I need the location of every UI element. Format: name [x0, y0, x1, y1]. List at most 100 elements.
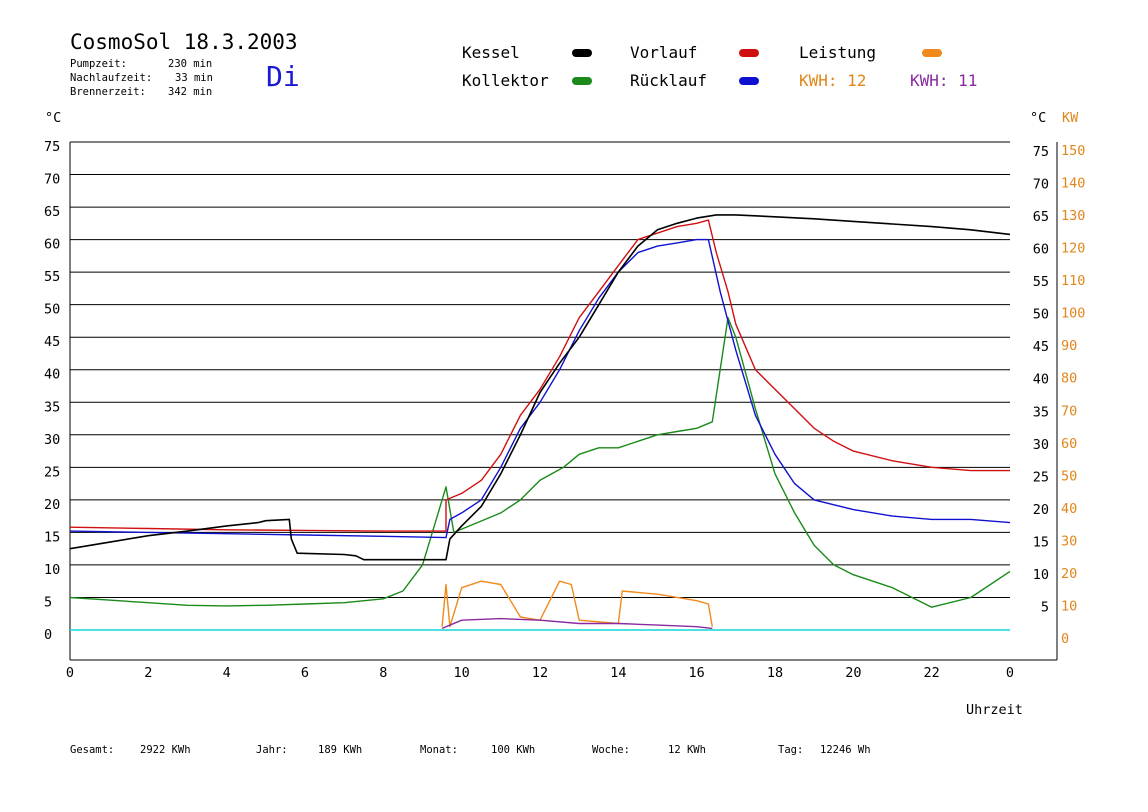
series-line-vorlauf: [69, 219, 1010, 532]
x-tick-label: 22: [924, 665, 940, 681]
kw-tick-label: 90: [1061, 338, 1077, 354]
kw-tick-label: 20: [1061, 566, 1077, 582]
legend-kollektor: Kollektor: [462, 71, 549, 90]
y-tick-label-right: 25: [1033, 469, 1049, 485]
stat-nachlaufzeit-value: 33 min: [175, 72, 213, 84]
y-tick-label-left: 25: [44, 464, 60, 480]
kw-tick-label: 130: [1061, 208, 1085, 224]
stat-nachlaufzeit-label: Nachlaufzeit:: [70, 72, 153, 84]
kw-tick-label: 10: [1061, 598, 1077, 614]
y-tick-label-left: 35: [44, 399, 60, 415]
y-tick-label-right: 20: [1033, 502, 1049, 518]
x-tick-label: 2: [144, 665, 152, 681]
y-tick-label-right: 35: [1033, 404, 1049, 420]
x-tick-label: 12: [532, 665, 548, 681]
y-tick-label-right: 5: [1041, 599, 1049, 615]
footer-tag-value: 12246 Wh: [820, 744, 871, 756]
legend-kessel-swatch: [572, 49, 592, 57]
y-tick-label-left: 5: [44, 594, 52, 610]
kw-tick-label: 70: [1061, 403, 1077, 419]
footer-monat-value: 100 KWh: [491, 744, 536, 756]
x-tick-label: 18: [767, 665, 783, 681]
legend-leistung-swatch: [922, 49, 942, 57]
y-tick-label-left: 0: [44, 627, 52, 643]
y-tick-label-left: 55: [44, 269, 60, 285]
x-tick-label: 0: [1006, 665, 1014, 681]
legend-kessel: Kessel: [462, 43, 520, 62]
legend-ruecklauf: Rücklauf: [630, 71, 708, 90]
y-tick-label-left: 20: [44, 497, 60, 513]
footer-gesamt-value: 2922 KWh: [140, 744, 191, 756]
footer-tag-label: Tag:: [778, 744, 804, 756]
series-line-r-cklauf: [69, 238, 1011, 539]
y-tick-label-left: 40: [44, 367, 60, 383]
footer-woche-label: Woche:: [592, 744, 630, 756]
y-tick-label-right: 30: [1033, 437, 1049, 453]
series-line-kessel: [69, 214, 1011, 561]
y-tick-label-left: 15: [44, 529, 60, 545]
y-tick-label-right: 40: [1033, 372, 1049, 388]
y-tick-label-right: 50: [1033, 307, 1049, 323]
legend-kwh-1: KWH: 12: [799, 71, 867, 90]
x-tick-label: 6: [301, 665, 309, 681]
kw-tick-label: 150: [1061, 143, 1085, 159]
kw-tick-label: 30: [1061, 533, 1077, 549]
x-tick-label: 0: [66, 665, 74, 681]
footer-gesamt-label: Gesamt:: [70, 744, 115, 756]
legend-vorlauf-swatch: [739, 49, 759, 57]
stat-brennerzeit-label: Brennerzeit:: [70, 86, 146, 98]
weekday-label: Di: [266, 60, 300, 93]
y-tick-label-right: 15: [1033, 534, 1049, 550]
series-line-leistung: [441, 580, 713, 628]
y-tick-label-left: 30: [44, 432, 60, 448]
y-tick-label-left: 45: [44, 334, 60, 350]
kw-tick-label: 60: [1061, 436, 1077, 452]
kw-tick-label: 140: [1061, 176, 1085, 192]
left-axis-unit: °C: [45, 110, 62, 126]
stat-pumpzeit-value: 230 min: [168, 58, 213, 70]
legend-ruecklauf-swatch: [739, 77, 759, 85]
footer-woche-value: 12 KWh: [668, 744, 706, 756]
kw-tick-label: 80: [1061, 371, 1077, 387]
y-tick-label-right: 45: [1033, 339, 1049, 355]
y-tick-label-left: 10: [44, 562, 60, 578]
footer-jahr-label: Jahr:: [256, 744, 288, 756]
y-tick-label-left: 60: [44, 237, 60, 253]
series-line-kollektor: [69, 317, 1011, 608]
series-line-kwh-11: [441, 617, 713, 630]
kw-tick-label: 100: [1061, 306, 1085, 322]
x-tick-label: 20: [845, 665, 861, 681]
x-tick-label: 14: [610, 665, 626, 681]
legend-kwh-2: KWH: 11: [910, 71, 978, 90]
kw-tick-label: 110: [1061, 273, 1085, 289]
y-tick-label-right: 60: [1033, 242, 1049, 258]
stat-brennerzeit-value: 342 min: [168, 86, 213, 98]
y-tick-label-left: 70: [44, 172, 60, 188]
chart-title: CosmoSol 18.3.2003: [70, 30, 298, 54]
x-tick-label: 8: [379, 665, 387, 681]
y-tick-label-right: 75: [1033, 144, 1049, 160]
right-axis-unit-c: °C: [1030, 110, 1047, 126]
y-tick-label-right: 70: [1033, 177, 1049, 193]
footer-monat-label: Monat:: [420, 744, 458, 756]
x-tick-label: 16: [689, 665, 705, 681]
y-tick-label-left: 50: [44, 302, 60, 318]
x-tick-label: 4: [223, 665, 231, 681]
legend-leistung: Leistung: [799, 43, 877, 62]
x-tick-label: 10: [454, 665, 470, 681]
legend-kollektor-swatch: [572, 77, 592, 85]
y-tick-label-left: 65: [44, 204, 60, 220]
y-tick-label-right: 55: [1033, 274, 1049, 290]
right-axis-unit-kw: KW: [1062, 110, 1079, 126]
y-tick-label-right: 10: [1033, 567, 1049, 583]
kw-tick-label: 0: [1061, 631, 1069, 647]
footer-jahr-value: 189 KWh: [318, 744, 363, 756]
legend-vorlauf: Vorlauf: [630, 43, 698, 62]
y-tick-label-right: 65: [1033, 209, 1049, 225]
stat-pumpzeit-label: Pumpzeit:: [70, 58, 127, 70]
kw-tick-label: 120: [1061, 241, 1085, 257]
kw-tick-label: 50: [1061, 468, 1077, 484]
y-tick-label-left: 75: [44, 139, 60, 155]
kw-tick-label: 40: [1061, 501, 1077, 517]
